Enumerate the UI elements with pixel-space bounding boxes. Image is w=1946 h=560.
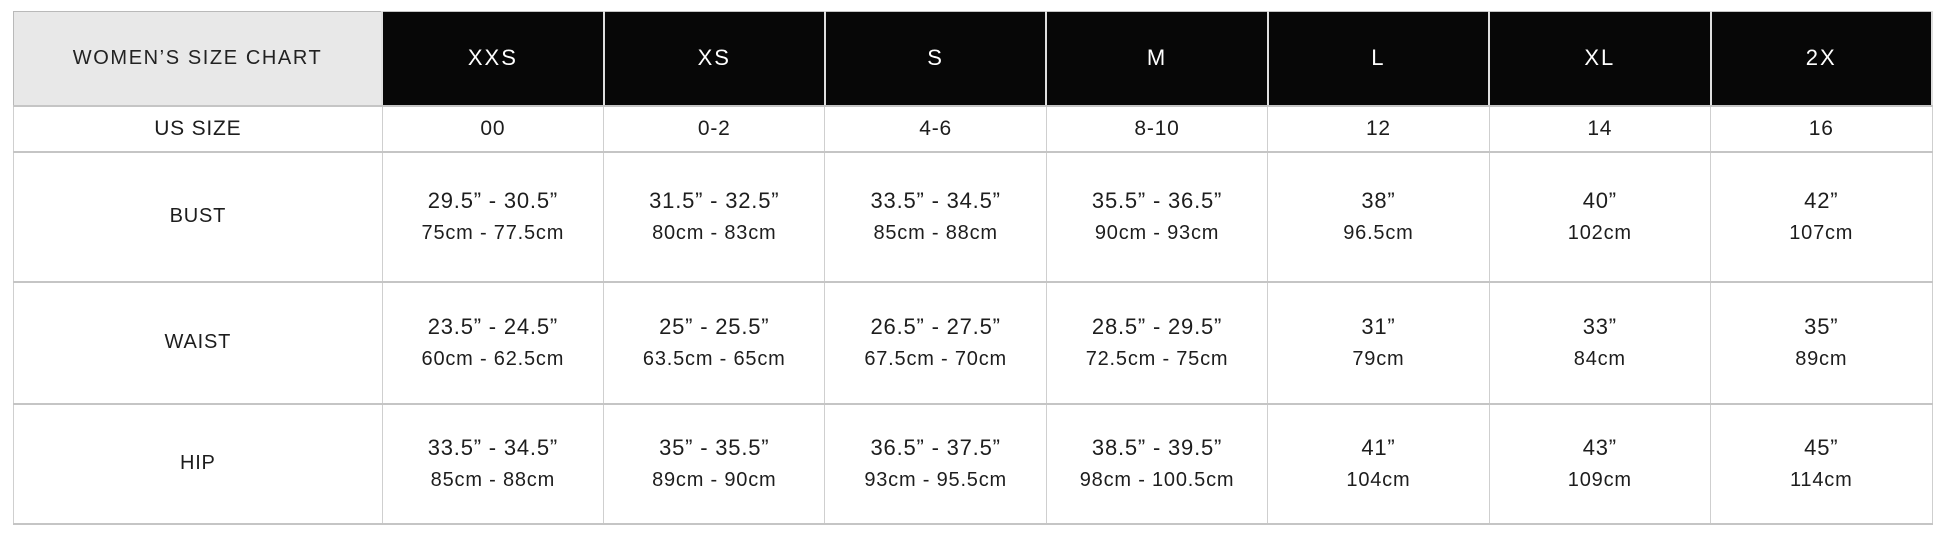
waist-inches: 25” - 25.5” xyxy=(659,313,770,339)
waist-row: WAIST 23.5” - 24.5” 60cm - 62.5cm 25” - … xyxy=(13,280,1933,405)
hip-cell: 41” 104cm xyxy=(1267,402,1490,525)
bust-inches: 38” xyxy=(1361,187,1396,213)
bust-inches: 29.5” - 30.5” xyxy=(427,187,558,213)
us-size-row-label: US SIZE xyxy=(13,104,383,153)
hip-cm: 114cm xyxy=(1789,469,1853,492)
hip-cm: 85cm - 88cm xyxy=(430,469,556,492)
us-size-value: 16 xyxy=(1710,104,1933,153)
bust-cell: 42” 107cm xyxy=(1710,150,1933,283)
bust-cm: 102cm xyxy=(1567,222,1632,245)
hip-cell: 43” 109cm xyxy=(1488,402,1712,525)
bust-cell: 31.5” - 32.5” 80cm - 83cm xyxy=(603,150,826,283)
hip-cell: 35” - 35.5” 89cm - 90cm xyxy=(603,402,826,525)
waist-inches: 28.5” - 29.5” xyxy=(1091,313,1223,339)
hip-inches: 41” xyxy=(1361,434,1396,460)
hip-cm: 104cm xyxy=(1346,469,1411,492)
womens-size-chart-table: WOMEN’S SIZE CHART XXS XS S M L XL 2X US… xyxy=(13,11,1934,525)
hip-cell: 33.5” - 34.5” 85cm - 88cm xyxy=(381,402,605,525)
hip-inches: 35” - 35.5” xyxy=(659,434,770,460)
bust-cm: 75cm - 77.5cm xyxy=(421,222,565,245)
size-header-l: L xyxy=(1266,11,1491,107)
bust-cell: 33.5” - 34.5” 85cm - 88cm xyxy=(824,150,1047,283)
hip-row-label: HIP xyxy=(13,402,383,525)
bust-row: BUST 29.5” - 30.5” 75cm - 77.5cm 31.5” -… xyxy=(13,150,1933,283)
waist-inches: 31” xyxy=(1361,313,1396,339)
waist-cell: 31” 79cm xyxy=(1267,280,1490,405)
waist-cm: 84cm xyxy=(1573,348,1626,371)
us-size-value: 14 xyxy=(1488,104,1712,153)
bust-cm: 107cm xyxy=(1789,222,1854,245)
hip-cm: 98cm - 100.5cm xyxy=(1079,469,1235,492)
us-size-value: 4-6 xyxy=(824,104,1047,153)
bust-cell: 38” 96.5cm xyxy=(1267,150,1490,283)
waist-cm: 89cm xyxy=(1795,348,1848,371)
hip-cm: 93cm - 95.5cm xyxy=(864,469,1007,492)
size-header-xl: XL xyxy=(1488,11,1712,107)
waist-cell: 28.5” - 29.5” 72.5cm - 75cm xyxy=(1045,280,1269,405)
hip-cm: 109cm xyxy=(1567,469,1632,492)
bust-cell: 29.5” - 30.5” 75cm - 77.5cm xyxy=(381,150,605,283)
hip-inches: 33.5” - 34.5” xyxy=(427,434,558,460)
size-header-xxs: XXS xyxy=(381,11,605,107)
bust-inches: 35.5” - 36.5” xyxy=(1091,187,1223,213)
waist-cell: 25” - 25.5” 63.5cm - 65cm xyxy=(603,280,826,405)
waist-cell: 23.5” - 24.5” 60cm - 62.5cm xyxy=(381,280,605,405)
waist-cell: 33” 84cm xyxy=(1488,280,1712,405)
bust-cm: 96.5cm xyxy=(1343,222,1414,245)
bust-row-label: BUST xyxy=(13,150,383,283)
waist-cm: 60cm - 62.5cm xyxy=(421,348,565,371)
bust-cell: 35.5” - 36.5” 90cm - 93cm xyxy=(1045,150,1269,283)
waist-inches: 33” xyxy=(1582,313,1617,339)
us-size-value: 0-2 xyxy=(603,104,826,153)
size-header-m: M xyxy=(1045,11,1269,107)
waist-cell: 26.5” - 27.5” 67.5cm - 70cm xyxy=(824,280,1047,405)
waist-inches: 26.5” - 27.5” xyxy=(870,313,1001,339)
size-header-s: S xyxy=(823,11,1048,107)
hip-cm: 89cm - 90cm xyxy=(652,469,777,492)
waist-row-label: WAIST xyxy=(13,280,383,405)
bust-cell: 40” 102cm xyxy=(1488,150,1712,283)
waist-cm: 72.5cm - 75cm xyxy=(1085,348,1229,371)
bust-cm: 90cm - 93cm xyxy=(1094,222,1220,245)
waist-cm: 63.5cm - 65cm xyxy=(642,348,786,371)
bust-cm: 85cm - 88cm xyxy=(873,222,998,245)
waist-cm: 67.5cm - 70cm xyxy=(864,348,1007,371)
bust-inches: 33.5” - 34.5” xyxy=(870,187,1001,213)
hip-cell: 36.5” - 37.5” 93cm - 95.5cm xyxy=(824,402,1047,525)
hip-cell: 45” 114cm xyxy=(1710,402,1933,525)
us-size-value: 8-10 xyxy=(1045,104,1269,153)
us-size-value: 00 xyxy=(381,104,605,153)
waist-cm: 79cm xyxy=(1352,348,1405,371)
bust-cm: 80cm - 83cm xyxy=(652,222,777,245)
waist-inches: 23.5” - 24.5” xyxy=(427,313,558,339)
bust-inches: 31.5” - 32.5” xyxy=(649,187,780,213)
us-size-value: 12 xyxy=(1267,104,1490,153)
hip-row: HIP 33.5” - 34.5” 85cm - 88cm 35” - 35.5… xyxy=(13,402,1933,525)
hip-inches: 43” xyxy=(1582,434,1617,460)
size-header-row: WOMEN’S SIZE CHART XXS XS S M L XL 2X xyxy=(13,11,1934,107)
chart-title: WOMEN’S SIZE CHART xyxy=(13,11,383,106)
waist-inches: 35” xyxy=(1804,313,1839,339)
hip-inches: 45” xyxy=(1804,434,1839,460)
hip-inches: 36.5” - 37.5” xyxy=(870,434,1001,460)
size-header-xs: XS xyxy=(602,11,826,107)
bust-inches: 40” xyxy=(1582,187,1617,213)
us-size-row: US SIZE 00 0-2 4-6 8-10 12 14 16 xyxy=(13,104,1933,153)
size-header-2x: 2X xyxy=(1709,11,1934,107)
hip-cell: 38.5” - 39.5” 98cm - 100.5cm xyxy=(1045,402,1269,525)
hip-inches: 38.5” - 39.5” xyxy=(1091,434,1223,460)
waist-cell: 35” 89cm xyxy=(1710,280,1933,405)
bust-inches: 42” xyxy=(1804,187,1839,213)
